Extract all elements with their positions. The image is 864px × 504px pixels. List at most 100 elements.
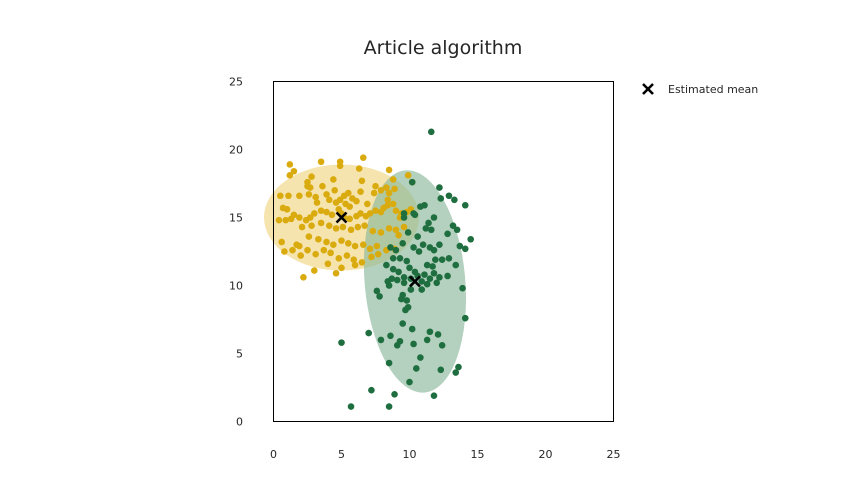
data-point	[355, 165, 363, 172]
data-point	[391, 391, 398, 398]
data-point	[323, 208, 330, 216]
data-point	[389, 176, 397, 183]
data-point	[354, 223, 362, 231]
data-point	[332, 225, 340, 232]
data-point	[407, 286, 415, 293]
data-point	[368, 386, 375, 394]
data-point	[383, 184, 390, 191]
data-point	[383, 261, 390, 269]
data-point	[436, 274, 443, 281]
data-point	[374, 250, 382, 258]
data-point	[336, 162, 344, 170]
data-point	[423, 336, 431, 344]
x-tick-label: 0	[270, 448, 277, 461]
legend-label: Estimated mean	[668, 83, 758, 96]
data-point	[406, 378, 413, 386]
data-point	[417, 354, 424, 361]
data-point	[370, 189, 378, 197]
data-point	[452, 261, 460, 269]
data-point	[338, 237, 345, 244]
data-point	[311, 267, 318, 274]
estimated-mean-marker	[335, 211, 348, 224]
data-point	[306, 184, 314, 191]
data-point	[415, 248, 423, 255]
data-point	[278, 238, 285, 246]
data-point	[461, 201, 469, 209]
data-point	[277, 192, 284, 200]
data-point	[452, 369, 460, 376]
data-point	[305, 191, 313, 198]
data-point	[308, 173, 315, 180]
data-point	[372, 207, 379, 214]
data-point	[399, 320, 407, 327]
data-point	[434, 331, 442, 338]
data-point	[384, 201, 392, 209]
data-point	[453, 226, 461, 234]
data-point	[287, 215, 295, 223]
data-point	[433, 279, 441, 287]
data-point	[312, 250, 319, 258]
data-point	[373, 287, 381, 295]
data-point	[359, 241, 367, 248]
data-point	[290, 167, 298, 175]
data-point	[387, 244, 394, 251]
data-point	[430, 269, 438, 277]
data-point	[339, 223, 347, 231]
data-point	[406, 264, 413, 272]
data-point	[419, 241, 427, 248]
data-point	[305, 233, 313, 240]
data-point	[413, 365, 420, 372]
data-point	[461, 314, 469, 322]
x-tick-label: 25	[607, 448, 621, 461]
y-tick-label: 5	[236, 348, 243, 361]
data-point	[384, 196, 392, 204]
data-point	[377, 336, 385, 344]
data-point	[417, 203, 424, 210]
data-point	[422, 225, 430, 232]
legend-marker-x-icon	[642, 83, 654, 95]
data-point	[423, 261, 431, 269]
data-point	[395, 268, 402, 276]
data-point	[338, 264, 345, 272]
data-point	[328, 211, 336, 219]
data-point	[429, 263, 436, 270]
data-point	[361, 222, 368, 229]
estimated-mean-marker	[409, 275, 421, 288]
data-point	[366, 245, 374, 253]
data-point	[366, 210, 374, 217]
data-point	[338, 339, 345, 346]
data-point	[350, 256, 358, 263]
data-point	[312, 193, 319, 201]
data-point	[297, 252, 305, 259]
data-point	[346, 203, 353, 210]
plot-frame	[273, 81, 614, 422]
data-point	[400, 274, 408, 281]
data-point	[418, 286, 426, 293]
data-point	[351, 261, 359, 269]
data-point	[319, 182, 326, 190]
data-point	[372, 182, 379, 190]
data-point	[302, 216, 310, 224]
data-point	[323, 238, 330, 246]
data-point	[330, 176, 337, 183]
data-point	[332, 199, 340, 206]
data-point	[392, 246, 400, 254]
data-point	[427, 128, 435, 136]
data-point	[444, 272, 451, 280]
data-point	[430, 214, 438, 221]
data-point	[325, 222, 333, 229]
data-point	[437, 366, 445, 374]
data-point	[451, 196, 458, 204]
data-point	[402, 306, 409, 314]
mean-markers	[335, 211, 421, 288]
data-point	[404, 172, 412, 179]
data-point	[357, 188, 364, 195]
y-tick-label: 0	[236, 416, 243, 429]
data-point	[373, 242, 381, 250]
data-point	[345, 240, 352, 247]
data-point	[392, 207, 400, 214]
data-point	[385, 189, 393, 197]
data-point	[385, 359, 393, 367]
data-point	[325, 196, 333, 204]
data-point	[425, 219, 432, 227]
